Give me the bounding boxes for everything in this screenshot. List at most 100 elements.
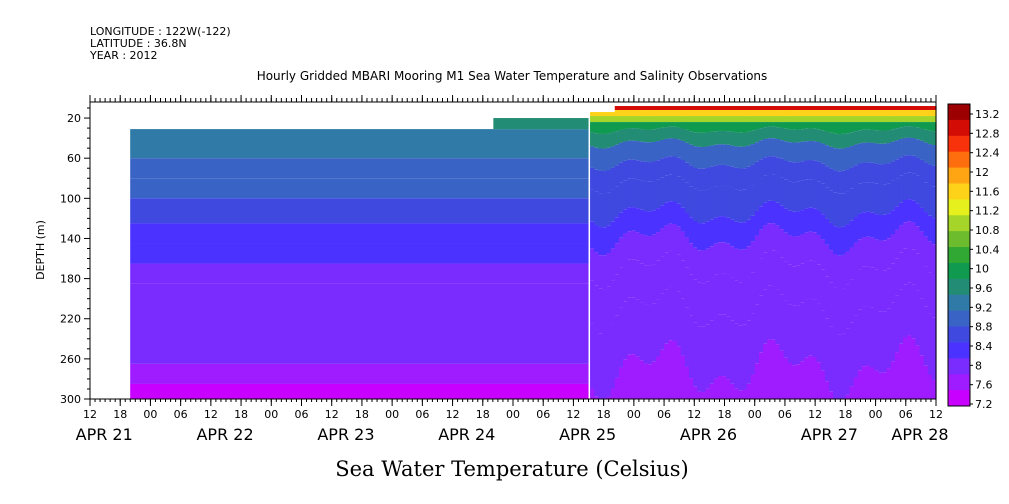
- late-cell-22-9: [680, 231, 686, 261]
- late-cell-40-12: [754, 363, 760, 399]
- late-cell-67-10: [865, 266, 871, 307]
- late-cell-22-0: [680, 106, 686, 111]
- late-cell-65-7: [857, 183, 863, 214]
- colorbar-label: 8.4: [975, 340, 993, 353]
- late-cell-25-11: [693, 322, 698, 387]
- late-cell-72-1: [886, 110, 892, 117]
- late-cell-55-12: [816, 362, 822, 399]
- late-cell-17-11: [660, 293, 665, 350]
- late-cell-24-7: [688, 186, 694, 218]
- late-cell-14-10: [647, 265, 653, 306]
- late-cell-3-10: [602, 289, 608, 334]
- late-cell-48-10: [787, 264, 793, 305]
- late-cell-59-5: [833, 148, 838, 171]
- late-cell-44-6: [771, 156, 776, 175]
- late-cell-1-2: [594, 116, 599, 123]
- late-cell-68-5: [870, 142, 875, 163]
- late-cell-43-2: [767, 116, 772, 123]
- x-hour-label: 00: [869, 408, 883, 421]
- late-cell-6-11: [614, 315, 620, 378]
- late-cell-64-11: [853, 315, 859, 378]
- late-cell-74-0: [894, 106, 900, 111]
- late-cell-4-5: [606, 147, 612, 170]
- late-cell-7-7: [618, 182, 624, 213]
- late-cell-78-3: [911, 122, 917, 127]
- late-cell-55-6: [816, 161, 822, 182]
- late-cell-23-5: [684, 142, 690, 163]
- late-cell-29-10: [709, 277, 715, 321]
- late-cell-22-11: [680, 298, 686, 356]
- late-cell-4-11: [606, 330, 612, 397]
- late-cell-67-1: [865, 110, 871, 117]
- late-cell-30-8: [713, 217, 719, 244]
- late-cell-62-5: [845, 147, 851, 170]
- late-cell-46-1: [779, 110, 785, 117]
- late-cell-43-10: [767, 250, 772, 286]
- late-cell-48-8: [787, 210, 793, 236]
- late-cell-13-10: [643, 265, 649, 305]
- late-cell-13-6: [643, 161, 649, 182]
- late-cell-68-0: [870, 106, 875, 111]
- late-cell-44-2: [771, 116, 776, 123]
- late-cell-66-0: [861, 106, 867, 111]
- x-hour-label: 00: [506, 408, 520, 421]
- late-cell-28-0: [705, 106, 711, 111]
- late-cell-32-7: [721, 185, 727, 217]
- late-cell-4-8: [606, 225, 612, 254]
- late-cell-83-8: [931, 218, 937, 245]
- late-cell-49-8: [791, 211, 797, 237]
- late-cell-65-1: [857, 110, 863, 117]
- late-cell-4-7: [606, 192, 612, 226]
- late-cell-17-5: [660, 139, 665, 159]
- late-cell-1-7: [594, 191, 599, 226]
- late-cell-40-6: [754, 161, 760, 182]
- late-cell-33-4: [725, 131, 731, 145]
- late-cell-17-9: [660, 228, 665, 257]
- late-cell-63-11: [849, 322, 855, 387]
- late-cell-59-9: [833, 253, 838, 288]
- colorbar-label: 7.6: [975, 379, 993, 392]
- late-cell-13-3: [643, 122, 649, 130]
- late-cell-51-9: [800, 234, 805, 264]
- late-cell-11-2: [635, 116, 641, 123]
- late-cell-47-7: [783, 179, 789, 209]
- late-cell-58-2: [828, 116, 834, 123]
- colorbar-label: 9.6: [975, 282, 993, 295]
- late-cell-4-3: [606, 122, 612, 134]
- late-cell-45-12: [775, 344, 781, 399]
- colorbar-swatch: [948, 247, 970, 264]
- late-cell-31-8: [717, 216, 723, 243]
- late-cell-43-4: [767, 126, 772, 139]
- late-cell-1-12: [594, 396, 599, 399]
- late-cell-39-3: [750, 122, 756, 131]
- late-cell-44-12: [771, 339, 776, 399]
- late-cell-47-4: [783, 128, 789, 142]
- late-cell-45-11: [775, 289, 781, 345]
- late-cell-30-2: [713, 116, 719, 123]
- late-cell-53-0: [808, 106, 814, 111]
- late-cell-12-7: [639, 180, 645, 210]
- late-cell-67-4: [865, 129, 871, 143]
- late-cell-63-1: [849, 110, 855, 117]
- late-cell-44-0: [771, 106, 776, 111]
- late-cell-19-6: [668, 156, 674, 175]
- late-cell-70-12: [878, 372, 884, 399]
- late-cell-12-1: [639, 110, 645, 117]
- late-cell-75-6: [898, 157, 904, 176]
- year-label: YEAR : 2012: [89, 49, 158, 62]
- late-cell-36-10: [738, 282, 744, 326]
- late-cell-14-2: [647, 116, 653, 123]
- late-cell-37-12: [742, 389, 748, 399]
- late-cell-46-0: [779, 106, 785, 111]
- late-cell-25-12: [693, 386, 698, 399]
- late-cell-31-6: [717, 164, 723, 186]
- late-cell-29-11: [709, 320, 715, 384]
- late-cell-13-7: [643, 181, 649, 212]
- late-cell-36-7: [738, 190, 744, 223]
- late-cell-28-2: [705, 116, 711, 123]
- late-cell-16-8: [655, 208, 661, 233]
- late-cell-63-9: [849, 247, 855, 280]
- late-cell-3-3: [602, 122, 608, 134]
- late-cell-64-5: [853, 144, 859, 166]
- late-cell-5-5: [610, 146, 616, 168]
